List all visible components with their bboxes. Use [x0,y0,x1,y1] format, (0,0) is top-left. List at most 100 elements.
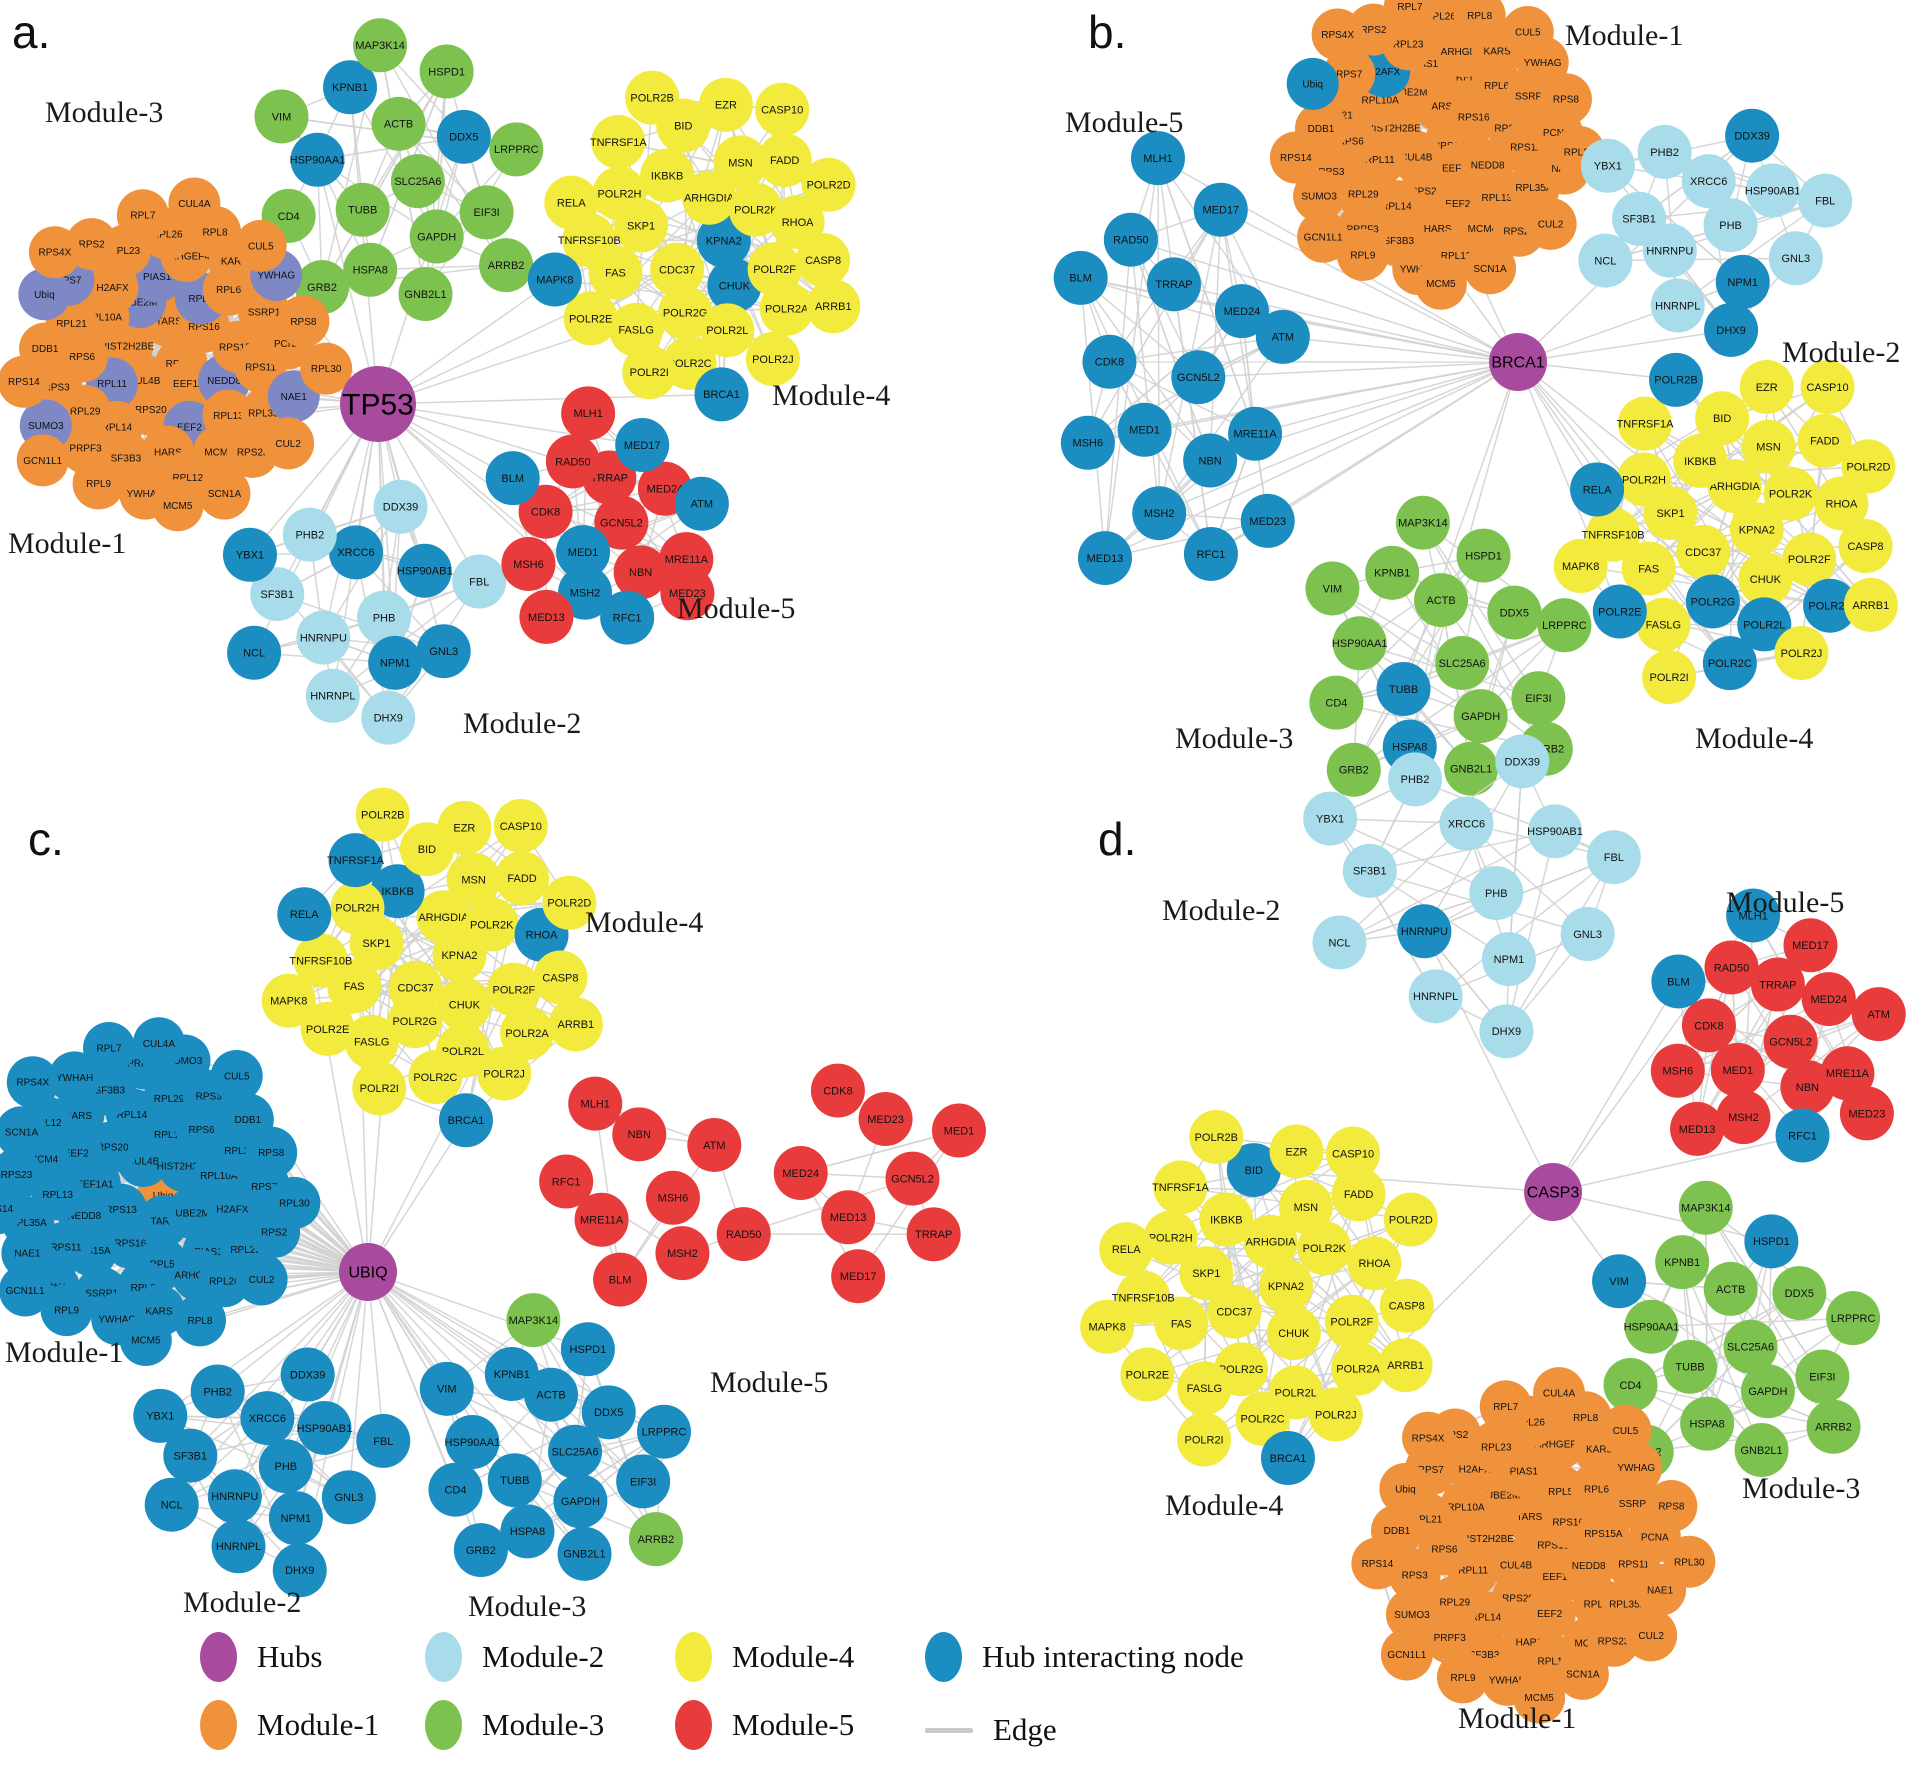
gene-node-label: PRPF3 [127,1059,160,1070]
gene-node [1179,1246,1234,1301]
gene-node-label: SCN1A [1473,264,1507,275]
gene-node-label: POLR2I [630,367,669,379]
gene-node-label: MCM4 [29,1154,59,1165]
gene-node-label: TUBB [500,1475,529,1487]
gene-node-label: RPS6 [1431,1545,1458,1556]
edge [1730,1288,1835,1428]
gene-node-label: GNL3 [429,646,458,658]
gene-node-label: MED13 [830,1212,867,1224]
gene-node-label: EIF3I [473,207,499,219]
gene-node-label: HNRNPL [310,691,355,703]
gene-node [500,1504,555,1559]
gene-node [459,185,514,240]
gene-node [168,177,221,230]
module-label: Module-3 [45,96,163,129]
gene-node-label: HSP90AA1 [1624,1322,1680,1334]
gene-node [592,166,647,221]
nodes-layer: KPNA2 CDC37 ARHGDIA CHUK SKP1 POLR2K POLR2G IKB… [0,787,986,1598]
gene-node-label: FADD [1810,436,1839,448]
gene-node [436,109,491,164]
gene-node-label: RPS2 [79,240,106,251]
gene-node [1670,1101,1725,1156]
hub-edge [266,1271,369,1419]
gene-node-label: SF3B1 [1353,866,1387,878]
gene-node-label: CDC37 [1685,547,1721,559]
gene-node [1642,650,1697,705]
gene-node [1228,406,1283,461]
gene-node-label: RPS20 [135,405,167,416]
gene-node [1324,1294,1379,1349]
gene-node [858,1091,913,1146]
gene-node [1578,233,1633,288]
hub-node [339,1243,397,1301]
gene-node [628,1512,683,1567]
hub-edge [367,1119,467,1273]
gene-node-label: POLR2D [807,180,851,192]
gene-node-label: NBN [1796,1082,1819,1094]
gene-node-label: CASP10 [500,821,542,833]
edge [1705,1207,1823,1377]
gene-node-label: EEF2 [177,422,202,433]
gene-node [1625,1609,1678,1662]
gene-node [548,997,603,1052]
gene-node-label: MSH2 [1728,1112,1759,1124]
gene-node-label: RPL10A [1362,96,1400,107]
gene-node [371,96,426,151]
gene-node-label: FAS [344,981,365,993]
gene-node-label: SF3B3 [95,1085,126,1096]
gene-node [1387,752,1442,807]
gene-node-label: POLR2A [1808,601,1852,613]
legend-label: Hubs [257,1639,323,1674]
gene-node [1060,415,1115,470]
gene-node-label: NPM1 [1727,277,1758,289]
gene-node-label: YWHAH [56,1073,93,1084]
hub-edge [1517,281,1744,363]
gene-node-label: RPL23 [1393,40,1424,51]
edge [1607,165,1744,283]
gene-node [1177,1361,1232,1416]
gene-node-label: CASP10 [1806,382,1848,394]
gene-node [539,1154,594,1209]
gene-node-label: FBL [373,1436,393,1448]
gene-node-label: RHOA [1358,1258,1390,1270]
gene-node [227,625,282,680]
gene-node-label: HSPD1 [1753,1236,1790,1248]
gene-node-label: PRPF3 [69,443,102,454]
gene-node [1612,191,1667,246]
gene-node-label: RPS6 [188,1125,215,1136]
gene-node-label: RPL9 [54,1306,79,1317]
gene-node [1803,578,1858,633]
gene-node [1479,1380,1532,1433]
gene-node [1380,1628,1433,1681]
gene-node [1305,561,1360,616]
gene-node [335,182,390,237]
gene-node-label: H2AFX [1368,67,1401,78]
gene-node-label: SLC25A6 [394,176,441,188]
gene-node-label: RPL35A [1609,1600,1647,1611]
gene-node [1347,1236,1402,1291]
hub-edge [1552,1134,1803,1193]
gene-node-label: SF3B1 [1622,214,1656,226]
gene-node-label: MED23 [1849,1108,1886,1120]
gene-node-label: IKBKB [1210,1214,1242,1226]
edge [1353,697,1539,771]
gene-node-label: FADD [1344,1189,1373,1201]
gene-node [713,135,768,190]
module4-swatch-icon [675,1632,712,1682]
gene-node [1775,1108,1830,1163]
gene-node [1513,1671,1566,1724]
gene-node-label: POLR2I [360,1083,399,1095]
gene-node [1487,585,1542,640]
gene-node-label: SCN1A [208,489,242,500]
hub-edge [1282,336,1519,363]
panel-letter: a. [12,6,50,58]
gene-node-label: HNRNPU [300,632,347,644]
gene-node-label: HSP90AB1 [1527,826,1583,838]
hub-edge [1552,1191,1772,1243]
gene-node [72,457,125,510]
gene-node [1737,597,1792,652]
gene-node-label: DDX39 [1734,131,1769,143]
module-label: Module-5 [1726,886,1844,919]
gene-node-label: RPS2 [1360,25,1387,36]
edge [1329,818,1437,997]
